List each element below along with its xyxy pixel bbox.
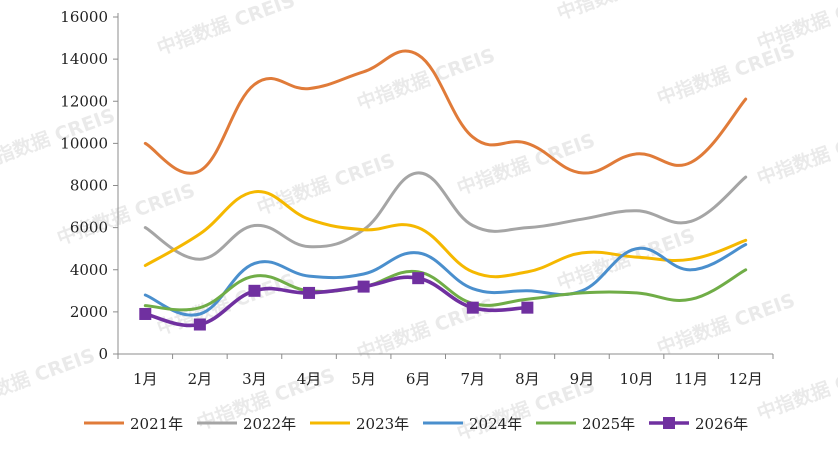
x-tick-label: 9月 [570,370,595,388]
x-tick-label: 8月 [515,370,540,388]
y-tick-label: 6000 [70,219,108,237]
chart-axes: 0 2000 4000 6000 8000 10000 12000 14000 16000 1月 2… [60,8,774,388]
y-tick-label: 8000 [70,177,108,195]
legend-label: 2022年 [243,415,296,433]
x-tick-label: 5月 [351,370,376,388]
y-tick-label: 2000 [70,303,108,321]
legend-label: 2025年 [582,415,635,433]
series-line-3 [143,190,748,279]
x-tick-label: 7月 [461,370,486,388]
data-point-marker [139,307,152,320]
legend-label: 2026年 [695,415,748,433]
legend-label: 2021年 [130,415,183,433]
series-line-5 [143,268,748,312]
x-tick-label: 12月 [729,370,763,388]
x-tick-label: 10月 [619,370,653,388]
data-point-marker [303,286,316,299]
watermark-text: 中指数据 CREIS [0,344,98,415]
watermark-text: 中指数据 CREIS [754,0,838,55]
x-tick-label: 6月 [406,370,431,388]
series-line-4 [143,243,748,317]
data-point-marker [466,301,479,314]
legend-label: 2024年 [469,415,522,433]
data-point-marker [412,272,425,285]
y-tick-label: 10000 [60,134,108,152]
watermark-text: 中指数据 CREIS [154,0,298,60]
x-tick-label: 2月 [188,370,213,388]
markers-layer [139,272,534,331]
series-line-1 [143,49,748,175]
series-line-2 [143,171,748,261]
y-tick-label: 14000 [60,50,108,68]
legend-marker [663,417,675,429]
x-tick-label: 3月 [242,370,267,388]
watermark-text: 中指数据 CREIS [754,354,838,425]
x-tick-label: 4月 [297,370,322,388]
y-tick-label: 12000 [60,92,108,110]
data-point-marker [248,284,261,297]
data-point-marker [521,301,534,314]
legend-label: 2023年 [356,415,409,433]
series-layer [143,49,748,328]
y-tick-label: 16000 [60,8,108,26]
series-line-6 [143,275,530,328]
y-tick-label: 0 [98,345,108,363]
x-tick-label: 1月 [133,370,158,388]
data-point-marker [357,280,370,293]
watermark-text: 中指数据 CREIS [254,149,398,220]
x-tick-label: 11月 [674,370,708,388]
chart-legend: 2021年 2022年 2023年 2024年 2025年 2026年 [84,415,748,433]
watermark-text: 中指数据 CREIS [554,0,698,25]
data-point-marker [193,318,206,331]
watermark-text: 中指数据 CREIS [354,44,498,115]
watermark-text: 中指数据 CREIS [754,119,838,190]
y-tick-label: 4000 [70,261,108,279]
